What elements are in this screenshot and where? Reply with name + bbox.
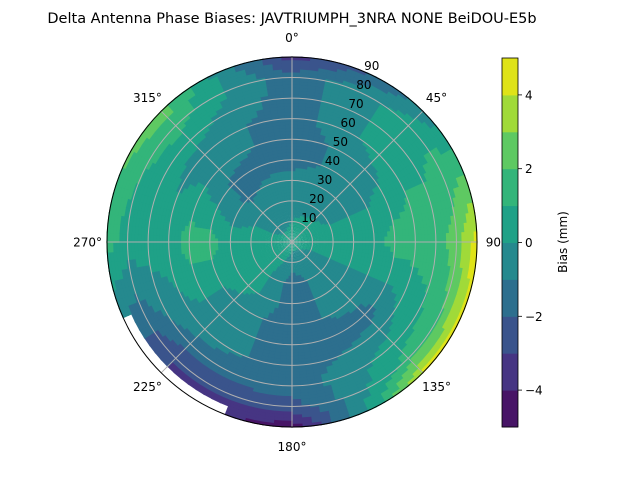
chart-title: Delta Antenna Phase Biases: JAVTRIUMPH_3… (47, 11, 536, 27)
